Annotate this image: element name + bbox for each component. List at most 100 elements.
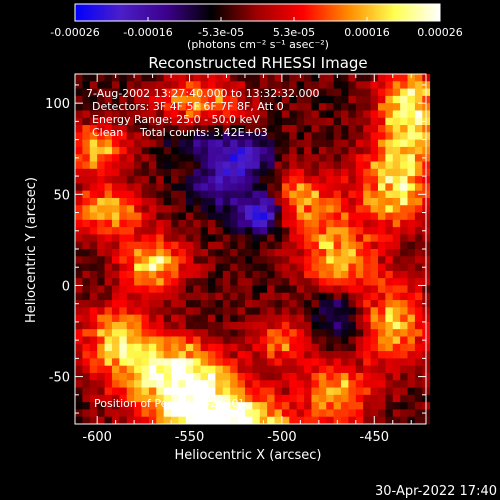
heatmap-cell [119, 394, 128, 403]
heatmap-cell [400, 256, 408, 264]
heatmap-cell [119, 300, 128, 308]
heatmap-cell [141, 351, 150, 359]
heatmap-cell [333, 372, 342, 381]
heatmap-cell [414, 132, 423, 141]
heatmap-cell [407, 372, 416, 381]
heatmap-cell [267, 270, 275, 279]
heatmap-cell [244, 212, 253, 221]
heatmap-cell [119, 168, 128, 177]
heatmap-cell [296, 314, 305, 323]
heatmap-cell [414, 81, 423, 89]
heatmap-cell [370, 372, 379, 381]
heatmap-cell [392, 197, 401, 206]
heatmap-cell [392, 358, 401, 367]
heatmap-cell [89, 256, 98, 264]
heatmap-cell [208, 365, 216, 374]
heatmap-cell [392, 146, 401, 155]
heatmap-cell [333, 365, 342, 374]
heatmap-cell [385, 321, 394, 330]
heatmap-cell [230, 139, 238, 148]
heatmap-cell [237, 197, 246, 206]
heatmap-cell [148, 343, 157, 352]
heatmap-cell [304, 372, 312, 381]
heatmap-cell [259, 197, 268, 206]
heatmap-cell [311, 402, 320, 410]
heatmap-cell [111, 241, 120, 250]
heatmap-cell [326, 372, 335, 381]
heatmap-cell [134, 132, 142, 141]
heatmap-cell [289, 409, 298, 418]
heatmap-cell [414, 241, 423, 250]
heatmap-cell [237, 74, 246, 82]
heatmap-cell [385, 336, 394, 345]
heatmap-cell [230, 372, 238, 381]
heatmap-cell [377, 314, 386, 323]
heatmap-cell [97, 205, 105, 213]
heatmap-cell [185, 103, 194, 111]
heatmap-cell [377, 205, 386, 213]
heatmap-cell [281, 161, 290, 170]
heatmap-cell [126, 154, 135, 162]
heatmap-cell [104, 402, 113, 410]
heatmap-cell [141, 154, 150, 162]
heatmap-cell [355, 321, 364, 330]
heatmap-cell [111, 358, 120, 367]
heatmap-cell [414, 205, 423, 213]
heatmap-cell [141, 103, 150, 111]
heatmap-cell [392, 103, 401, 111]
heatmap-cell [104, 227, 113, 235]
heatmap-cell [134, 416, 142, 425]
heatmap-cell [111, 256, 120, 264]
heatmap-cell [82, 88, 91, 97]
heatmap-cell [267, 74, 275, 82]
heatmap-cell [178, 154, 187, 162]
heatmap-cell [252, 154, 261, 162]
heatmap-cell [126, 74, 135, 82]
heatmap-cell [89, 380, 98, 388]
heatmap-cell [407, 205, 416, 213]
heatmap-cell [363, 212, 371, 221]
heatmap-cell [274, 110, 283, 119]
heatmap-cell [259, 95, 268, 104]
heatmap-cell [141, 336, 150, 345]
heatmap-cell [341, 117, 349, 126]
heatmap-cell [89, 307, 98, 316]
heatmap-cell [414, 402, 423, 410]
heatmap-cell [370, 285, 379, 294]
heatmap-cell [274, 74, 283, 82]
heatmap-cell [215, 241, 224, 250]
heatmap-cell [82, 132, 91, 141]
heatmap-cell [311, 270, 320, 279]
heatmap-cell [200, 351, 209, 359]
heatmap-cell [185, 88, 194, 97]
heatmap-cell [377, 343, 386, 352]
heatmap-cell [89, 365, 98, 374]
heatmap-cell [289, 183, 298, 192]
heatmap-cell [163, 241, 172, 250]
heatmap-cell [400, 183, 408, 192]
heatmap-cell [148, 125, 157, 133]
heatmap-cell [163, 154, 172, 162]
heatmap-cell [400, 117, 408, 126]
heatmap-cell [163, 103, 172, 111]
heatmap-cell [208, 205, 216, 213]
heatmap-cell [407, 358, 416, 367]
heatmap-cell [75, 125, 83, 133]
heatmap-cell [289, 103, 298, 111]
heatmap-cell [148, 307, 157, 316]
heatmap-cell [208, 270, 216, 279]
heatmap-cell [141, 343, 150, 352]
heatmap-cell [281, 212, 290, 221]
heatmap-cell [296, 103, 305, 111]
heatmap-cell [304, 241, 312, 250]
heatmap-cell [414, 365, 423, 374]
heatmap-cell [318, 241, 327, 250]
heatmap-cell [267, 285, 275, 294]
heatmap-cell [163, 263, 172, 272]
heatmap-cell [311, 132, 320, 141]
heatmap-cell [274, 103, 283, 111]
heatmap-cell [111, 219, 120, 228]
heatmap-cell [370, 329, 379, 337]
heatmap-cell [311, 416, 320, 425]
heatmap-cell [363, 416, 371, 425]
